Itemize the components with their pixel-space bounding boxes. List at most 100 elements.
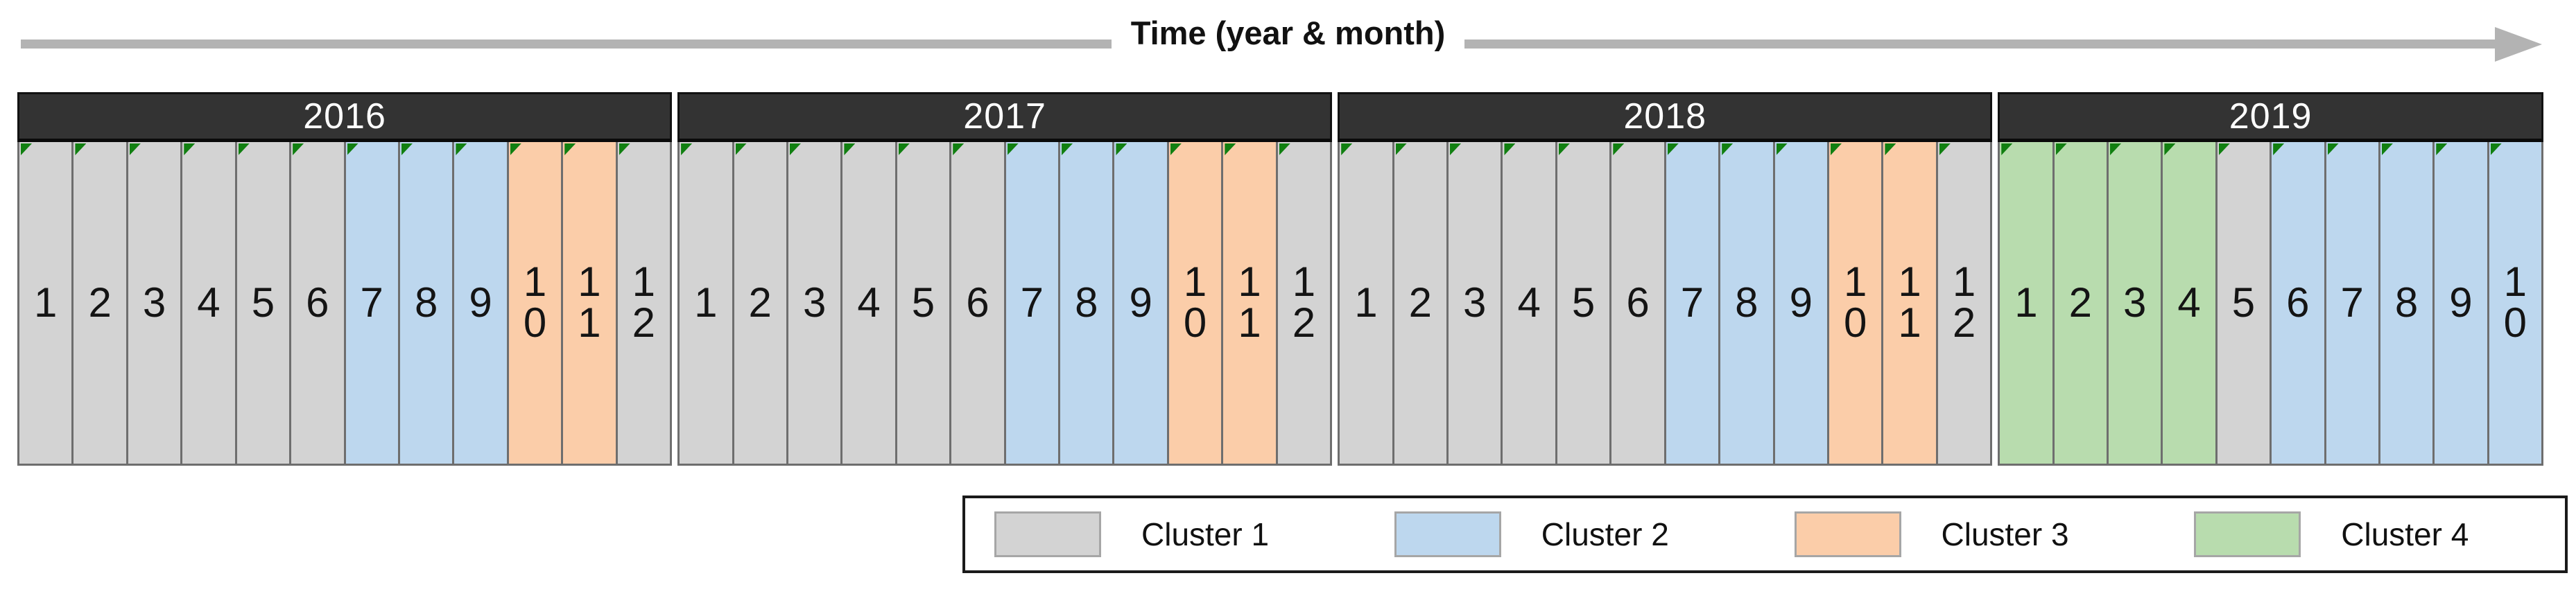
corner-marker-icon	[1885, 143, 1896, 155]
month-label: 1	[694, 279, 718, 326]
month-label: 9	[1129, 279, 1152, 326]
month-cell: 3	[128, 142, 183, 464]
month-cell: 3	[1449, 142, 1503, 464]
month-cell: 10	[508, 142, 564, 464]
month-cell: 10	[1168, 142, 1224, 464]
month-cell: 7	[345, 142, 400, 464]
month-cell: 4	[842, 142, 897, 464]
corner-marker-icon	[347, 143, 358, 155]
corner-marker-icon	[681, 143, 693, 155]
corner-marker-icon	[953, 143, 965, 155]
month-cell: 5	[897, 142, 952, 464]
month-label: 7	[1680, 279, 1704, 326]
month-cell: 4	[2163, 142, 2218, 464]
corner-marker-icon	[401, 143, 413, 155]
corner-marker-icon	[21, 143, 32, 155]
month-cell: 11	[563, 142, 618, 464]
corner-marker-icon	[844, 143, 856, 155]
month-label: 3	[802, 279, 827, 326]
time-axis-title-text: Time (year & month)	[1111, 15, 1465, 51]
month-cell: 12	[1937, 142, 1993, 464]
month-cell: 6	[291, 142, 346, 464]
month-cell: 1	[680, 142, 734, 464]
corner-marker-icon	[2273, 143, 2285, 155]
corner-marker-icon	[1613, 143, 1625, 155]
year-block-2017: 2017 1 2 3 4 5 6 7 8 9 10 11 12	[677, 92, 1333, 466]
month-label: 4	[857, 279, 881, 326]
legend-swatch	[1394, 511, 1501, 557]
corner-marker-icon	[1504, 143, 1516, 155]
month-cells-2018: 1 2 3 4 5 6 7 8 9 10 11 12	[1338, 142, 1993, 466]
year-block-2019: 2019 1 2 3 4 5 6 7 8 9 10	[1998, 92, 2544, 466]
corner-marker-icon	[293, 143, 304, 155]
corner-marker-icon	[1667, 143, 1679, 155]
year-header-2017: 2017	[677, 92, 1333, 142]
month-label: 10	[1183, 258, 1207, 346]
month-cell: 12	[1277, 142, 1333, 464]
month-cell: 1	[1340, 142, 1394, 464]
month-cell: 9	[2435, 142, 2489, 464]
month-cell: 8	[2380, 142, 2435, 464]
corner-marker-icon	[510, 143, 521, 155]
time-axis-title: Time (year & month)	[0, 12, 2576, 54]
month-cell: 2	[74, 142, 128, 464]
corner-marker-icon	[735, 143, 747, 155]
month-label: 8	[2394, 279, 2419, 326]
corner-marker-icon	[1395, 143, 1407, 155]
month-label: 2	[748, 279, 772, 326]
legend-label: Cluster 4	[2341, 516, 2469, 552]
month-cell: 4	[1503, 142, 1557, 464]
month-label: 4	[1517, 279, 1541, 326]
legend: Cluster 1 Cluster 2 Cluster 3 Cluster 4	[962, 496, 2568, 573]
month-label: 11	[1898, 258, 1921, 346]
month-cell: 1	[2000, 142, 2055, 464]
month-label: 2	[2068, 279, 2093, 326]
month-cell: 9	[454, 142, 509, 464]
legend-swatch	[994, 511, 1101, 557]
month-label: 7	[1020, 279, 1044, 326]
corner-marker-icon	[2381, 143, 2393, 155]
month-cell: 8	[1060, 142, 1115, 464]
month-label: 7	[2340, 279, 2364, 326]
month-label: 11	[1238, 258, 1261, 346]
month-label: 4	[2177, 279, 2201, 326]
month-label: 9	[469, 279, 492, 326]
month-label: 10	[523, 258, 547, 346]
legend-item: Cluster 1	[965, 511, 1365, 557]
corner-marker-icon	[2218, 143, 2230, 155]
month-label: 3	[142, 279, 166, 326]
legend-item: Cluster 4	[2165, 511, 2565, 557]
month-label: 5	[1571, 279, 1596, 326]
legend-label: Cluster 1	[1141, 516, 1270, 552]
month-label: 8	[1075, 279, 1098, 326]
corner-marker-icon	[1776, 143, 1788, 155]
legend-item: Cluster 2	[1365, 511, 1765, 557]
month-label: 9	[1789, 279, 1813, 326]
year-header-2019: 2019	[1998, 92, 2544, 142]
month-label: 5	[251, 279, 275, 326]
month-cell: 3	[788, 142, 843, 464]
month-cell: 9	[1774, 142, 1829, 464]
month-cell: 6	[1611, 142, 1666, 464]
legend-swatch	[2194, 511, 2301, 557]
month-label: 6	[966, 279, 989, 326]
month-cell: 10	[2489, 142, 2544, 464]
month-cell: 8	[1720, 142, 1775, 464]
month-label: 12	[1952, 258, 1976, 346]
month-cell: 7	[1666, 142, 1721, 464]
corner-marker-icon	[1830, 143, 1842, 155]
month-cell: 10	[1829, 142, 1884, 464]
corner-marker-icon	[1279, 143, 1290, 155]
month-cell: 9	[1114, 142, 1169, 464]
month-cell: 8	[399, 142, 455, 464]
corner-marker-icon	[2055, 143, 2067, 155]
corner-marker-icon	[1722, 143, 1734, 155]
right-arrow-icon	[2495, 27, 2542, 62]
timeline: 2016 1 2 3 4 5 6 7 8 9 10 11 12 2017 1 2 3 4 5 6 7 8 9 10 11 12 20…	[17, 92, 2544, 466]
month-cell: 7	[1005, 142, 1061, 464]
corner-marker-icon	[1007, 143, 1019, 155]
corner-marker-icon	[564, 143, 576, 155]
month-cell: 5	[1557, 142, 1612, 464]
corner-marker-icon	[619, 143, 630, 155]
corner-marker-icon	[129, 143, 141, 155]
